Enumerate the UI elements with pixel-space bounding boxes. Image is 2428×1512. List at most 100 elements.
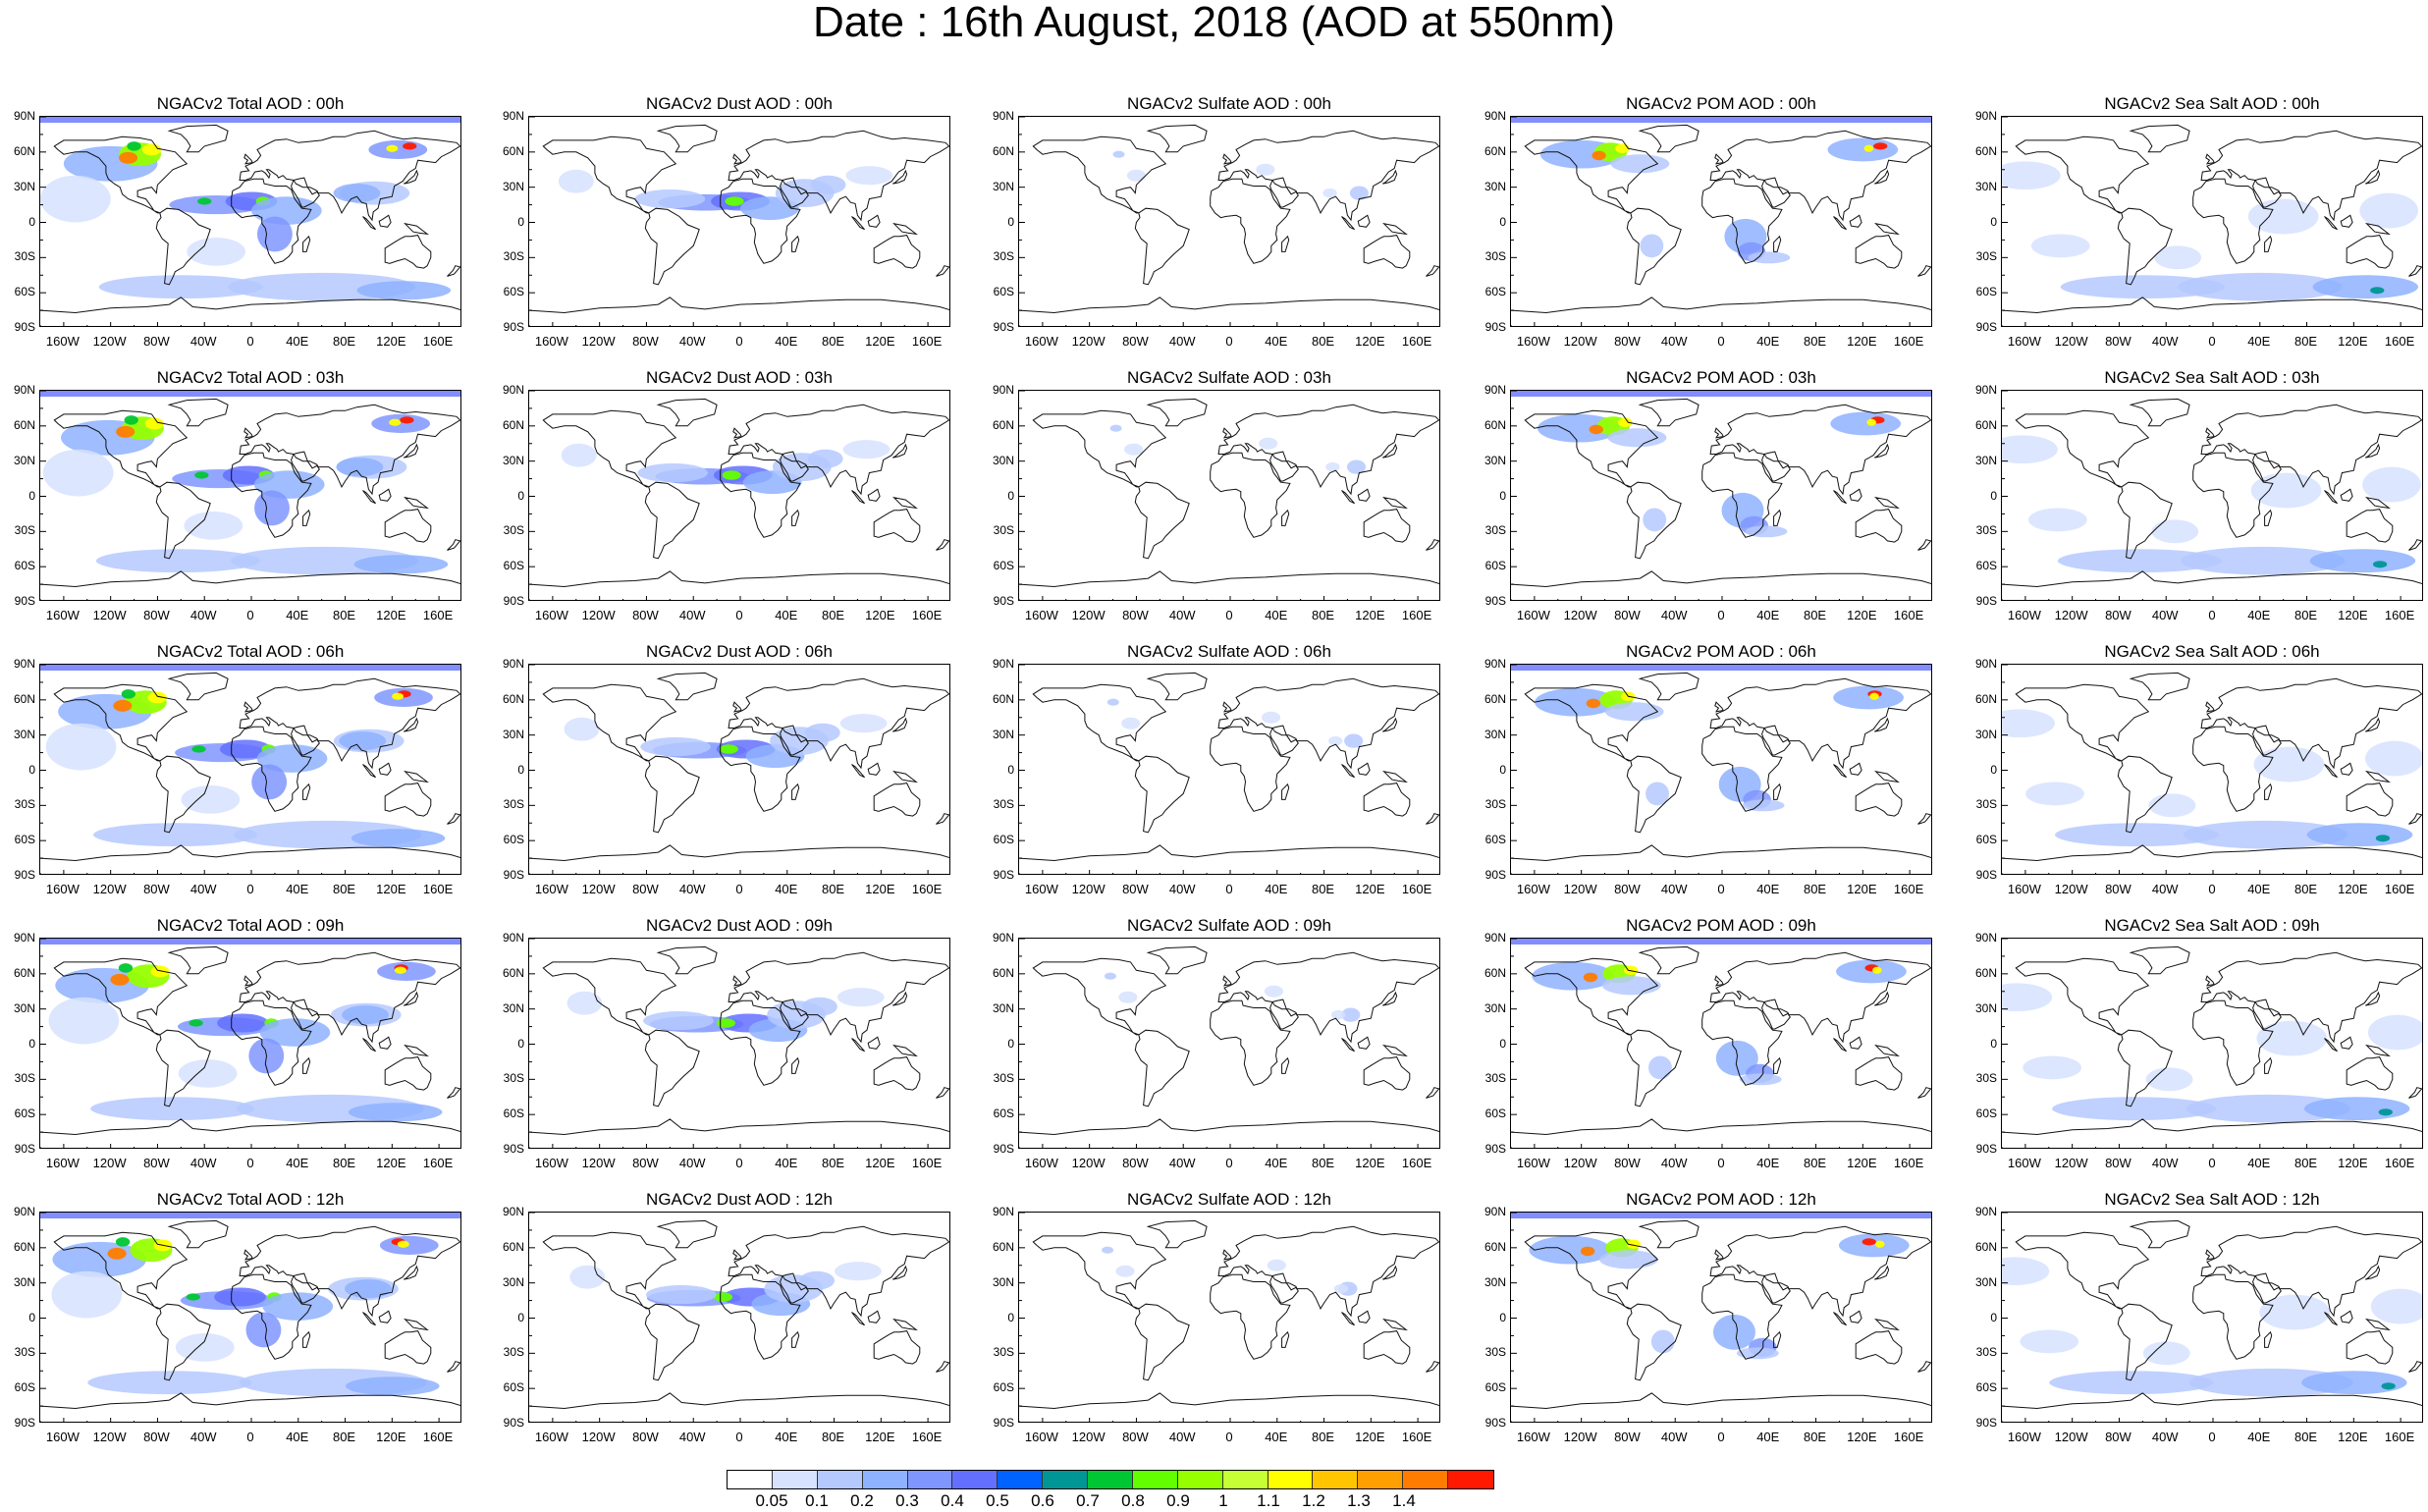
aod-plume — [1586, 698, 1601, 709]
coastline-australia — [384, 235, 432, 269]
lon-tick-label: 160W — [45, 1430, 80, 1444]
coastline-newGuinea — [1381, 1318, 1408, 1331]
lon-tick-label: 120W — [1563, 882, 1597, 896]
lat-tick-label: 90N — [502, 931, 524, 945]
aod-plume — [397, 1240, 409, 1248]
aod-map — [529, 117, 949, 326]
aod-plume — [845, 166, 893, 186]
lat-tick-label: 60N — [502, 965, 524, 980]
lon-tick-label: 120E — [2338, 608, 2368, 622]
coastline-africa — [720, 1273, 801, 1360]
aod-plume — [1330, 1009, 1346, 1020]
aod-plume — [141, 143, 162, 156]
lon-tick-label: 40E — [286, 1430, 309, 1444]
lat-tick-label: 0 — [1499, 214, 1506, 229]
lon-tick-label: 160W — [2007, 1430, 2041, 1444]
aod-plume — [2256, 1020, 2328, 1056]
coastline-borneo — [1357, 1310, 1371, 1323]
coastline-newGuinea — [891, 1044, 918, 1057]
lat-tick-label: 0 — [1007, 1036, 1014, 1051]
coastline-australia — [2346, 1056, 2394, 1091]
lon-tick-label: 40E — [286, 608, 309, 622]
lat-tick-label: 90S — [1975, 320, 1997, 334]
coastline-arabiaFix — [1271, 177, 1288, 189]
coastline-arabiaFix — [1763, 177, 1780, 189]
coastline-antarctica — [1511, 570, 1931, 588]
map-panel: NGACv2 Dust AOD : 12h 90N 60N 30N 0 30S 60S 90S… — [503, 1190, 950, 1462]
coastline-europeAsia — [1217, 677, 1439, 770]
coastline-africa — [2192, 1273, 2274, 1360]
aod-plume — [1529, 1235, 1612, 1265]
aod-plume — [1742, 799, 1785, 812]
aod-plume — [2303, 1097, 2410, 1121]
coastline-australia — [384, 509, 432, 543]
coastline-africa — [720, 726, 801, 812]
aod-plume — [181, 785, 241, 814]
coastline-madagascar — [1773, 1056, 1782, 1074]
lon-tick-label: 80W — [632, 1156, 659, 1170]
aod-plume — [634, 189, 706, 209]
coastline-greenland — [656, 398, 718, 427]
lon-tick-label: 80W — [2105, 334, 2131, 349]
lon-tick-label: 80W — [632, 1430, 659, 1444]
coastline-newZealand — [2408, 813, 2422, 825]
lat-tick-label: 90N — [1484, 383, 1506, 397]
panel-title: NGACv2 Dust AOD : 06h — [646, 642, 833, 661]
lon-tick-label: 80W — [632, 608, 659, 622]
coastline-japan — [1382, 443, 1398, 459]
coastline-antarctica — [529, 1118, 949, 1136]
lon-tick-label: 120E — [1355, 608, 1385, 622]
aod-map — [40, 665, 460, 874]
aod-plume — [87, 1371, 252, 1395]
lon-tick-label: 40W — [2151, 334, 2179, 349]
lat-tick-label: 0 — [1990, 762, 1997, 777]
coastline-southAmerica — [1134, 755, 1190, 834]
arctic-aod-band — [40, 391, 460, 397]
coastline-northAmerica — [1524, 409, 1659, 488]
lon-tick-label: 80E — [821, 608, 845, 622]
coastline-europeAsia — [239, 677, 460, 770]
coastline-arabiaFix — [293, 999, 309, 1010]
coastline-northAmerica — [2015, 683, 2150, 762]
aod-plume — [1264, 985, 1283, 998]
map-panel: NGACv2 Sulfate AOD : 12h 90N 60N 30N 0 30S 60S… — [993, 1190, 1440, 1462]
coastline-southAmerica — [1134, 481, 1190, 560]
coastline-southAmerica — [1134, 1029, 1190, 1107]
coastline-britain — [243, 153, 253, 165]
aod-map — [40, 117, 460, 326]
coastline-northAmerica — [1032, 683, 1167, 762]
lat-tick-label: 90S — [503, 868, 524, 882]
lon-tick-label: 160W — [1516, 1430, 1550, 1444]
lat-tick-label: 60N — [992, 965, 1014, 980]
aod-plume — [191, 745, 206, 753]
lon-tick-label: 160W — [2007, 882, 2041, 896]
coastline-australia — [384, 783, 432, 817]
lon-tick-label: 0 — [2208, 882, 2216, 896]
map-panel: NGACv2 Sulfate AOD : 00h 90N 60N 30N 0 30S 60S… — [993, 94, 1440, 366]
aod-map — [529, 1213, 949, 1422]
lat-tick-label: 30N — [992, 1000, 1014, 1015]
panel-title: NGACv2 Dust AOD : 12h — [646, 1190, 833, 1209]
coastline-greenland — [1638, 1219, 1700, 1249]
lat-tick-label: 90N — [13, 383, 35, 397]
lon-tick-label: 0 — [735, 882, 743, 896]
lon-tick-label: 80W — [2105, 1156, 2131, 1170]
aod-plume — [121, 689, 135, 699]
map-panel: NGACv2 POM AOD : 06h 90N 60N 30N 0 30S 60S 90S 1… — [1484, 642, 1932, 914]
aod-plume — [1646, 782, 1670, 806]
coastline-japan — [892, 169, 908, 185]
coastline-sumatra — [1833, 216, 1847, 231]
lat-tick-label: 90N — [1974, 109, 1997, 123]
lon-tick-label: 120W — [1563, 1430, 1597, 1444]
lon-tick-label: 40E — [286, 334, 309, 349]
colorbar-swatch — [1268, 1471, 1314, 1488]
lat-tick-label: 30N — [992, 1274, 1014, 1289]
coastline-japan — [1874, 1265, 1890, 1280]
lon-tick-label: 160E — [422, 334, 454, 349]
lat-tick-label: 0 — [1990, 214, 1997, 229]
lon-tick-label: 160W — [534, 882, 568, 896]
coastline-southAmerica — [2117, 1303, 2173, 1381]
lon-tick-label: 40E — [1265, 608, 1288, 622]
aod-plume — [799, 1270, 836, 1290]
coastline-sumatra — [1833, 1312, 1847, 1326]
